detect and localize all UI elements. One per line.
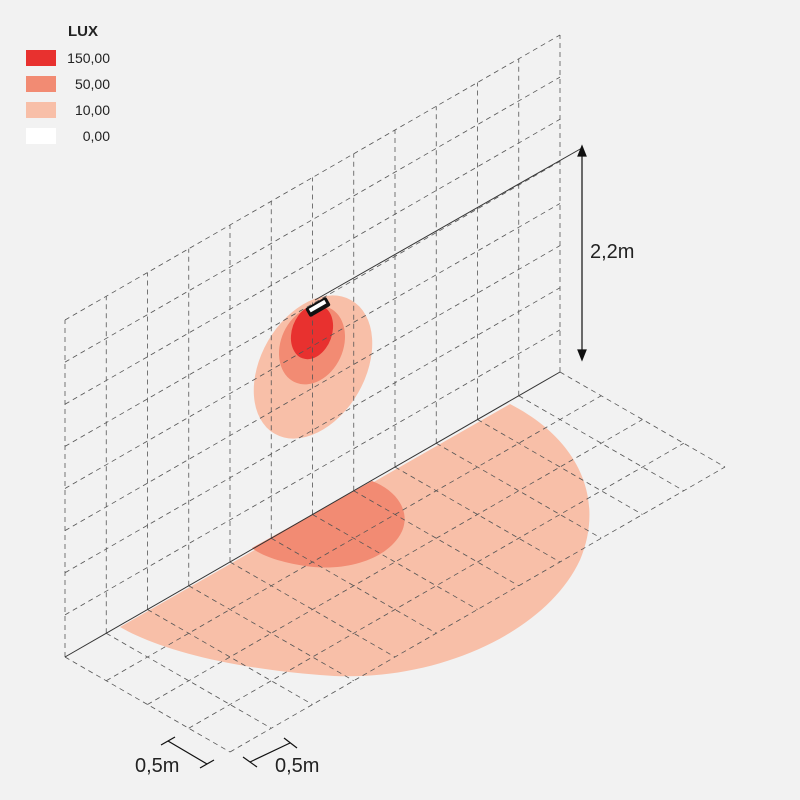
- legend-swatch: [26, 128, 56, 144]
- floor-grid-line: [559, 371, 726, 468]
- dimension-tick: [283, 737, 298, 749]
- luminaire: [305, 297, 331, 317]
- legend: 150,00 50,00 10,00 0,00: [26, 50, 110, 144]
- floor-grid-line: [518, 395, 684, 492]
- grid: [64, 34, 726, 753]
- legend-swatch: [26, 50, 56, 66]
- legend-label: 150,00: [67, 50, 110, 66]
- arrow-head: [577, 144, 587, 157]
- legend-label: 0,00: [83, 128, 110, 144]
- floor-grid-line: [229, 561, 396, 658]
- floor-grid-line: [147, 609, 313, 705]
- dimension-tick: [242, 756, 258, 768]
- grid-dimensions: [160, 736, 298, 769]
- floor-grid-line: [312, 514, 478, 610]
- arrow-head: [577, 349, 587, 362]
- grid-y-label: 0,5m: [275, 755, 319, 777]
- floor-grid-line: [106, 632, 272, 729]
- floor-grid-line: [477, 419, 643, 515]
- floor-grid-line: [188, 585, 354, 682]
- legend-swatch: [26, 76, 56, 92]
- luminaire-lens: [308, 299, 327, 313]
- dimension-tick: [160, 736, 176, 746]
- dimension-tick: [199, 759, 215, 769]
- legend-label: 10,00: [75, 102, 110, 118]
- floor-grid-line: [394, 466, 561, 563]
- legend-title: LUX: [68, 23, 98, 40]
- wall-150lux: [290, 304, 334, 360]
- legend-swatch: [26, 102, 56, 118]
- height-dimension: [577, 144, 587, 362]
- floor-light: [120, 404, 590, 677]
- floor-50lux: [252, 481, 405, 568]
- dimension-line: [249, 742, 291, 763]
- legend-label: 50,00: [75, 76, 110, 92]
- wall-light: [253, 295, 373, 439]
- height-label: 2,2m: [590, 241, 634, 263]
- mount-height-line: [314, 147, 583, 301]
- dimension-line: [167, 740, 208, 765]
- floor-grid-line: [271, 537, 437, 634]
- floor-grid-line: [64, 656, 231, 753]
- floor-grid-line: [353, 490, 519, 587]
- wall-base-line: [64, 371, 561, 658]
- floor-grid-line: [436, 442, 602, 539]
- grid-x-label: 0,5m: [135, 755, 179, 777]
